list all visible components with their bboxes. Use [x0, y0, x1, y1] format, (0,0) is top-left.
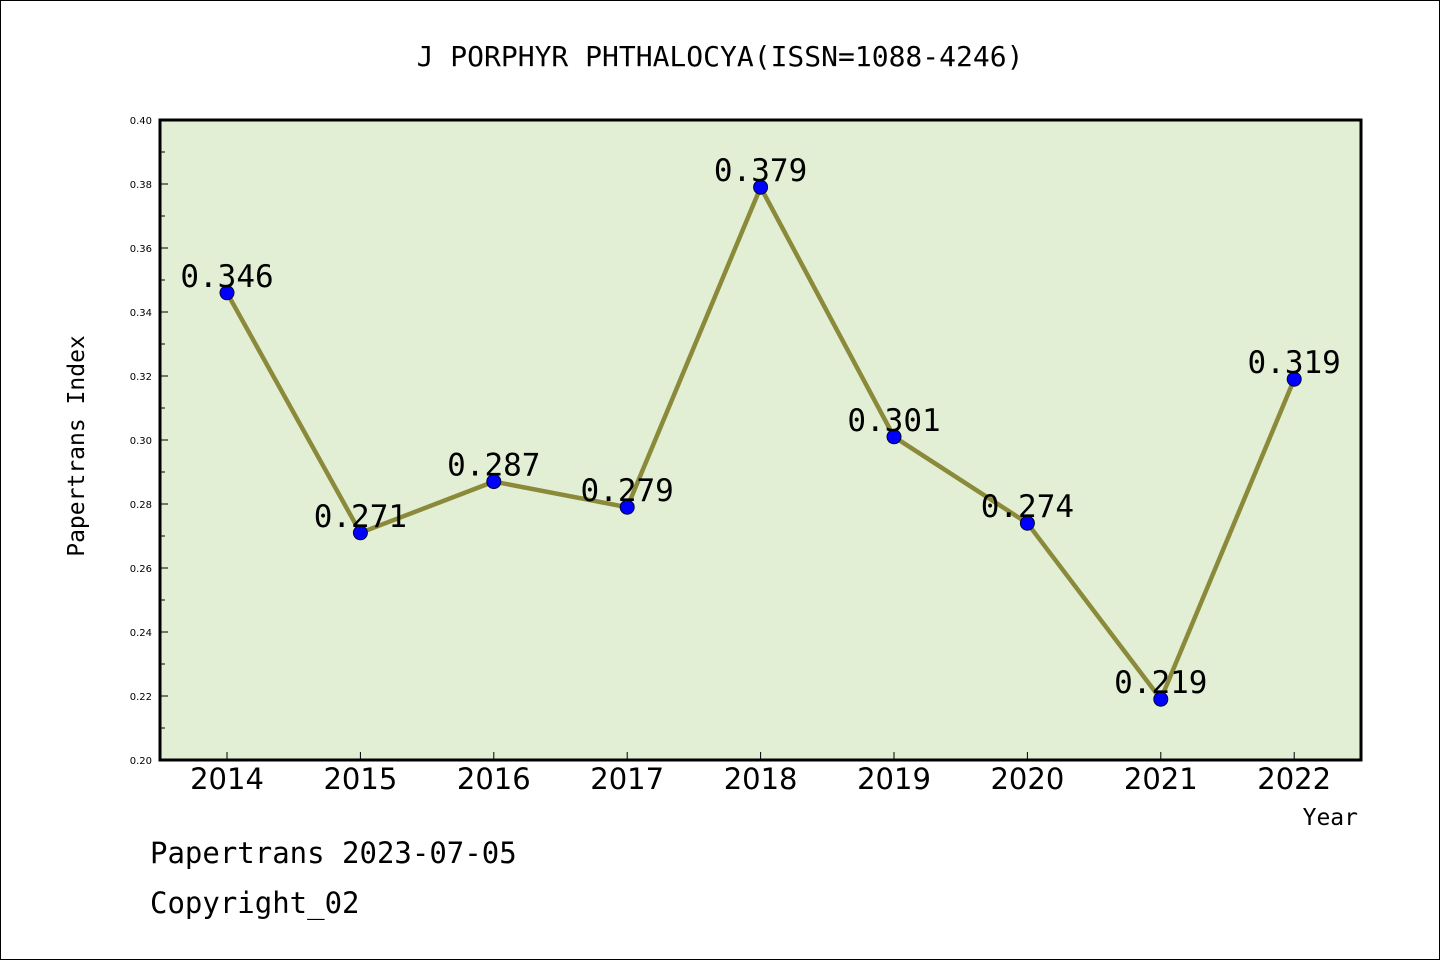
data-point	[886, 429, 902, 445]
data-label: 0.274	[981, 489, 1074, 525]
x-tick-label: 2016	[457, 762, 531, 796]
y-tick-label: 0.32	[130, 372, 152, 383]
y-tick-label: 0.34	[130, 308, 152, 319]
y-tick-label: 0.36	[130, 244, 152, 255]
data-point	[352, 525, 368, 541]
y-tick-label: 0.24	[130, 628, 152, 639]
y-tick-label: 0.20	[130, 756, 152, 767]
data-point	[753, 179, 769, 195]
data-label: 0.219	[1114, 665, 1207, 701]
y-tick-label: 0.22	[130, 692, 152, 703]
y-tick-label: 0.28	[130, 500, 152, 511]
data-point	[619, 499, 635, 515]
y-tick-label: 0.30	[130, 436, 152, 447]
x-tick-label: 2022	[1257, 762, 1331, 796]
x-tick-label: 2014	[190, 762, 264, 796]
chart-title: J PORPHYR PHTHALOCYA(ISSN=1088-4246)	[417, 40, 1024, 73]
x-tick-label: 2015	[323, 762, 397, 796]
data-point	[1286, 371, 1302, 387]
data-label: 0.271	[314, 499, 407, 535]
x-tick-label: 2017	[590, 762, 664, 796]
x-axis-label: Year	[1303, 805, 1358, 831]
y-tick-label: 0.26	[130, 564, 152, 575]
plot-area	[158, 118, 1363, 762]
series-group: 0.346 0.271 0.287 0.279 0.379 0.301 0.274 0.219…	[180, 153, 1341, 707]
data-point	[1153, 691, 1169, 707]
data-label: 0.379	[714, 153, 807, 189]
x-tick-label: 2021	[1124, 762, 1198, 796]
footer-date: Papertrans 2023-07-05	[150, 836, 517, 870]
y-tick-label: 0.38	[130, 180, 152, 191]
data-label: 0.301	[847, 403, 940, 439]
y-axis: 0.20 0.22 0.24 0.26 0.28 0.30 0.32 0.34 0.36 0.38…	[130, 116, 168, 767]
data-label: 0.279	[581, 473, 674, 509]
x-tick-label: 2019	[857, 762, 931, 796]
data-point	[486, 474, 502, 490]
data-point	[1019, 515, 1035, 531]
footer-copyright: Copyright_02	[150, 886, 360, 920]
data-label: 0.287	[447, 448, 540, 484]
x-tick-label: 2020	[990, 762, 1064, 796]
y-tick-label: 0.40	[130, 116, 152, 127]
x-tick-label: 2018	[724, 762, 798, 796]
x-axis: 2014 2015 2016 2017 2018 2019 2020 2021 2022	[190, 752, 1331, 796]
y-axis-label: Papertrans Index	[64, 335, 90, 557]
data-point	[219, 285, 235, 301]
data-label: 0.319	[1248, 345, 1341, 381]
data-label: 0.346	[180, 259, 273, 295]
